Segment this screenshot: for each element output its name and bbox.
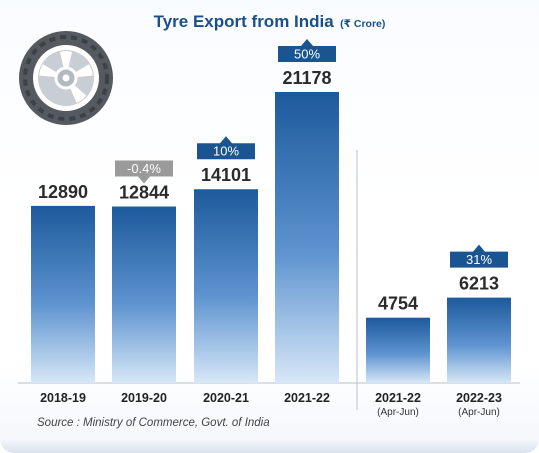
growth-label: -0.4% <box>127 161 161 176</box>
chart-title: Tyre Export from India (₹ Crore) <box>0 12 539 32</box>
growth-arrow-up-icon <box>197 136 255 160</box>
bar <box>366 317 430 383</box>
chart-title-unit: (₹ Crore) <box>340 18 386 30</box>
x-tick-sublabel: (Apr-Jun) <box>458 407 500 418</box>
x-tick-label: 2020-21 <box>203 391 249 405</box>
data-label: 12844 <box>119 183 169 203</box>
growth-arrow-up-icon <box>450 244 508 268</box>
growth-arrow-up-icon <box>278 39 336 62</box>
x-tick-label: 2019-20 <box>121 391 167 405</box>
bar <box>112 206 176 383</box>
source-note: Source : Ministry of Commerce, Govt. of … <box>37 417 270 429</box>
x-tick-label: 2022-23 <box>456 391 502 405</box>
data-label: 21178 <box>282 68 331 88</box>
tyre-icon <box>19 31 113 125</box>
growth-arrow-down-icon <box>115 160 173 184</box>
card-bottom-shadow <box>0 439 539 453</box>
data-label: 6213 <box>459 274 499 294</box>
x-tick-label: 2021-22 <box>284 391 330 405</box>
growth-label: 31% <box>466 252 492 267</box>
data-label: 4754 <box>378 294 418 314</box>
growth-label: 50% <box>294 47 320 62</box>
x-tick-label: 2018-19 <box>40 391 86 405</box>
data-label: 12890 <box>38 182 88 202</box>
chart-title-text: Tyre Export from India <box>153 12 334 31</box>
x-tick-sublabel: (Apr-Jun) <box>377 407 419 418</box>
bar <box>447 297 511 383</box>
bar <box>194 189 258 383</box>
bar <box>31 205 95 383</box>
bar <box>275 92 339 383</box>
x-tick-label: 2021-22 <box>375 391 421 405</box>
data-label: 14101 <box>201 165 251 185</box>
growth-label: 10% <box>213 144 239 159</box>
